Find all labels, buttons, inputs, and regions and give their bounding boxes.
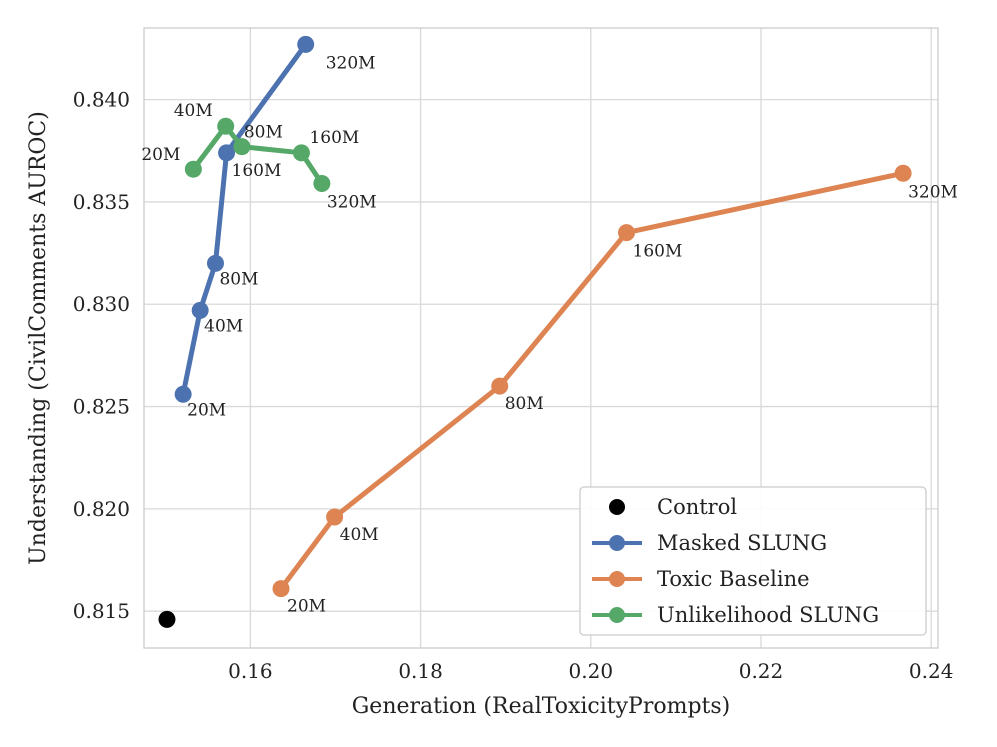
y-tick-label: 0.815	[73, 599, 130, 623]
series-layer: 20M 40M 80M 160M 320M 20M 40M 80M 160M 320M 20M 40M…	[141, 35, 958, 628]
point-label-toxic-baseline: 80M	[505, 394, 544, 414]
y-tick-label: 0.835	[73, 190, 130, 214]
x-tick-label: 0.24	[909, 659, 954, 683]
point-label-toxic-baseline: 160M	[633, 242, 683, 262]
point-label-unlikelihood-slung: 20M	[141, 145, 180, 165]
point-label-unlikelihood-slung: 80M	[244, 123, 283, 143]
legend: Control Masked SLUNG Toxic Baseline Unlikel…	[579, 486, 927, 636]
data-point-toxic-baseline	[894, 164, 912, 182]
data-point-toxic-baseline	[618, 224, 636, 242]
data-point-unlikelihood-slung	[184, 160, 202, 178]
x-axis-title: Generation (RealToxicityPrompts)	[352, 694, 731, 719]
data-point-toxic-baseline	[326, 508, 344, 526]
data-point-masked-slung	[218, 144, 236, 162]
legend-label-masked-slung: Masked SLUNG	[657, 531, 827, 555]
legend-label-unlikelihood-slung: Unlikelihood SLUNG	[657, 603, 879, 627]
y-tick-label: 0.820	[73, 497, 130, 521]
x-tick-label: 0.22	[739, 659, 784, 683]
legend-label-control: Control	[657, 495, 737, 519]
data-point-masked-slung	[174, 385, 192, 403]
series-masked-slung: 20M 40M 80M 160M 320M	[174, 35, 376, 420]
series-toxic-baseline: 20M 40M 80M 160M 320M	[272, 164, 958, 617]
point-label-toxic-baseline: 40M	[340, 525, 379, 545]
x-axis-ticks: 0.16 0.18 0.20 0.22 0.24	[228, 659, 953, 683]
data-point-masked-slung	[206, 254, 224, 272]
legend-marker-masked-slung	[609, 535, 625, 551]
plot-frame	[143, 27, 939, 649]
series-unlikelihood-slung: 20M 40M 80M 160M 320M	[141, 101, 376, 212]
data-point-toxic-baseline	[272, 580, 290, 598]
x-tick-label: 0.20	[569, 659, 614, 683]
x-tick-label: 0.18	[398, 659, 443, 683]
data-point-masked-slung	[191, 301, 209, 319]
data-point-unlikelihood-slung	[217, 117, 235, 135]
legend-label-toxic-baseline: Toxic Baseline	[657, 567, 810, 591]
point-label-masked-slung: 320M	[326, 53, 376, 73]
data-point-toxic-baseline	[491, 377, 509, 395]
grid-lines	[144, 28, 938, 648]
y-axis-ticks: 0.815 0.820 0.825 0.830 0.835 0.840	[73, 88, 130, 624]
data-point-unlikelihood-slung	[233, 138, 251, 156]
y-tick-label: 0.825	[73, 395, 130, 419]
point-label-toxic-baseline: 320M	[908, 182, 958, 202]
point-label-toxic-baseline: 20M	[287, 597, 326, 617]
point-label-masked-slung: 80M	[219, 269, 258, 289]
legend-marker-control	[609, 499, 625, 515]
y-tick-label: 0.840	[73, 88, 130, 112]
legend-box	[579, 486, 927, 636]
data-point-unlikelihood-slung	[313, 175, 331, 193]
y-tick-label: 0.830	[73, 292, 130, 316]
data-point-masked-slung	[297, 35, 315, 53]
legend-marker-unlikelihood-slung	[609, 607, 625, 623]
point-label-masked-slung: 20M	[187, 400, 226, 420]
x-tick-label: 0.16	[228, 659, 273, 683]
point-label-unlikelihood-slung: 160M	[309, 128, 359, 148]
point-label-masked-slung: 40M	[204, 316, 243, 336]
point-label-masked-slung: 160M	[232, 161, 282, 181]
data-point-control	[158, 610, 176, 628]
series-control	[158, 610, 176, 628]
point-label-unlikelihood-slung: 320M	[327, 193, 377, 213]
data-point-unlikelihood-slung	[292, 144, 310, 162]
legend-marker-toxic-baseline	[609, 571, 625, 587]
point-label-unlikelihood-slung: 40M	[174, 101, 213, 121]
y-axis-title: Understanding (CivilComments AUROC)	[26, 111, 51, 565]
